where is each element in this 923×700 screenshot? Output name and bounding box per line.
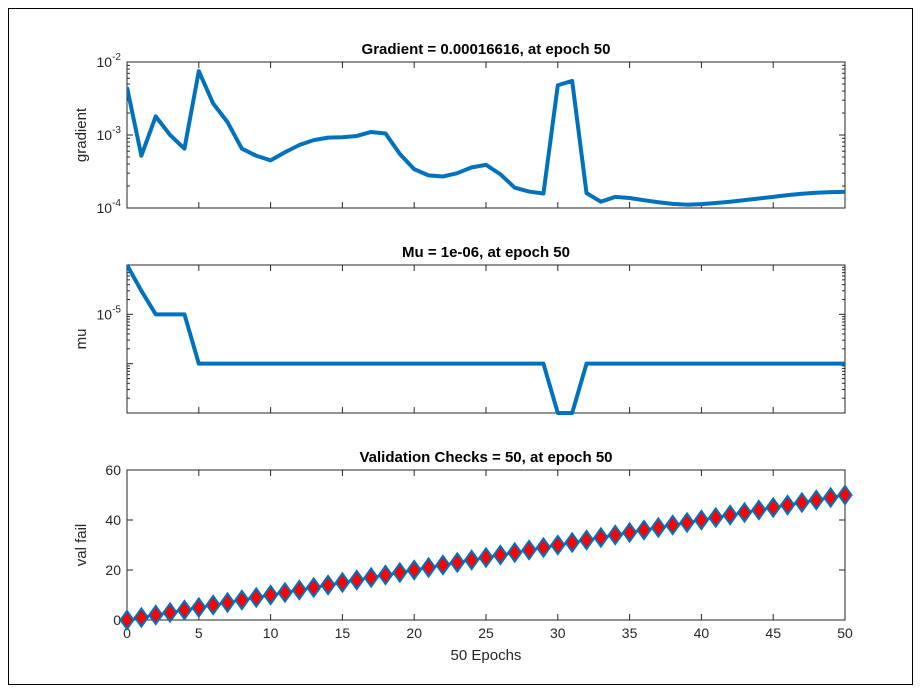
y-tick-label: 20 [105,562,121,578]
y-tick-label: 10-2 [97,52,122,70]
axes-box [127,265,845,413]
x-axis-label: 50 Epochs [451,647,522,664]
x-tick-label: 50 [837,625,853,641]
y-tick-label: 40 [105,512,121,528]
subplot-title: Mu = 1e-06, at epoch 50 [402,244,570,261]
y-tick-label: 60 [105,462,121,478]
x-tick-label: 25 [478,625,494,641]
x-tick-label: 5 [195,625,203,641]
y-axis-label: gradient [73,107,90,162]
y-tick-base: 10 [97,306,113,322]
y-axis-label: val fail [73,524,90,567]
y-tick-exponent: -3 [112,125,121,136]
y-tick-label: 10-5 [97,304,122,322]
x-tick-label: 15 [335,625,351,641]
x-tick-label: 45 [765,625,781,641]
y-tick-exponent: -4 [112,198,121,209]
y-tick-exponent: -2 [112,52,121,63]
x-tick-label: 20 [406,625,422,641]
x-tick-label: 40 [694,625,710,641]
y-tick-exponent: -5 [112,304,121,315]
y-tick-base: 10 [97,200,113,216]
y-tick-label: 10-3 [97,125,122,143]
y-tick-base: 10 [97,54,113,70]
x-tick-label: 30 [550,625,566,641]
y-tick-label: 10-4 [97,198,122,216]
subplot-2: 10-5 Mu = 1e-06, at epoch 50 mu [73,244,845,413]
subplot-title: Gradient = 0.00016616, at epoch 50 [362,41,611,58]
subplot-title: Validation Checks = 50, at epoch 50 [359,449,612,466]
axes-box [127,470,845,620]
x-tick-label: 35 [622,625,638,641]
y-tick-base: 10 [97,127,113,143]
x-tick-label: 10 [263,625,279,641]
y-axis-label: mu [73,329,90,350]
